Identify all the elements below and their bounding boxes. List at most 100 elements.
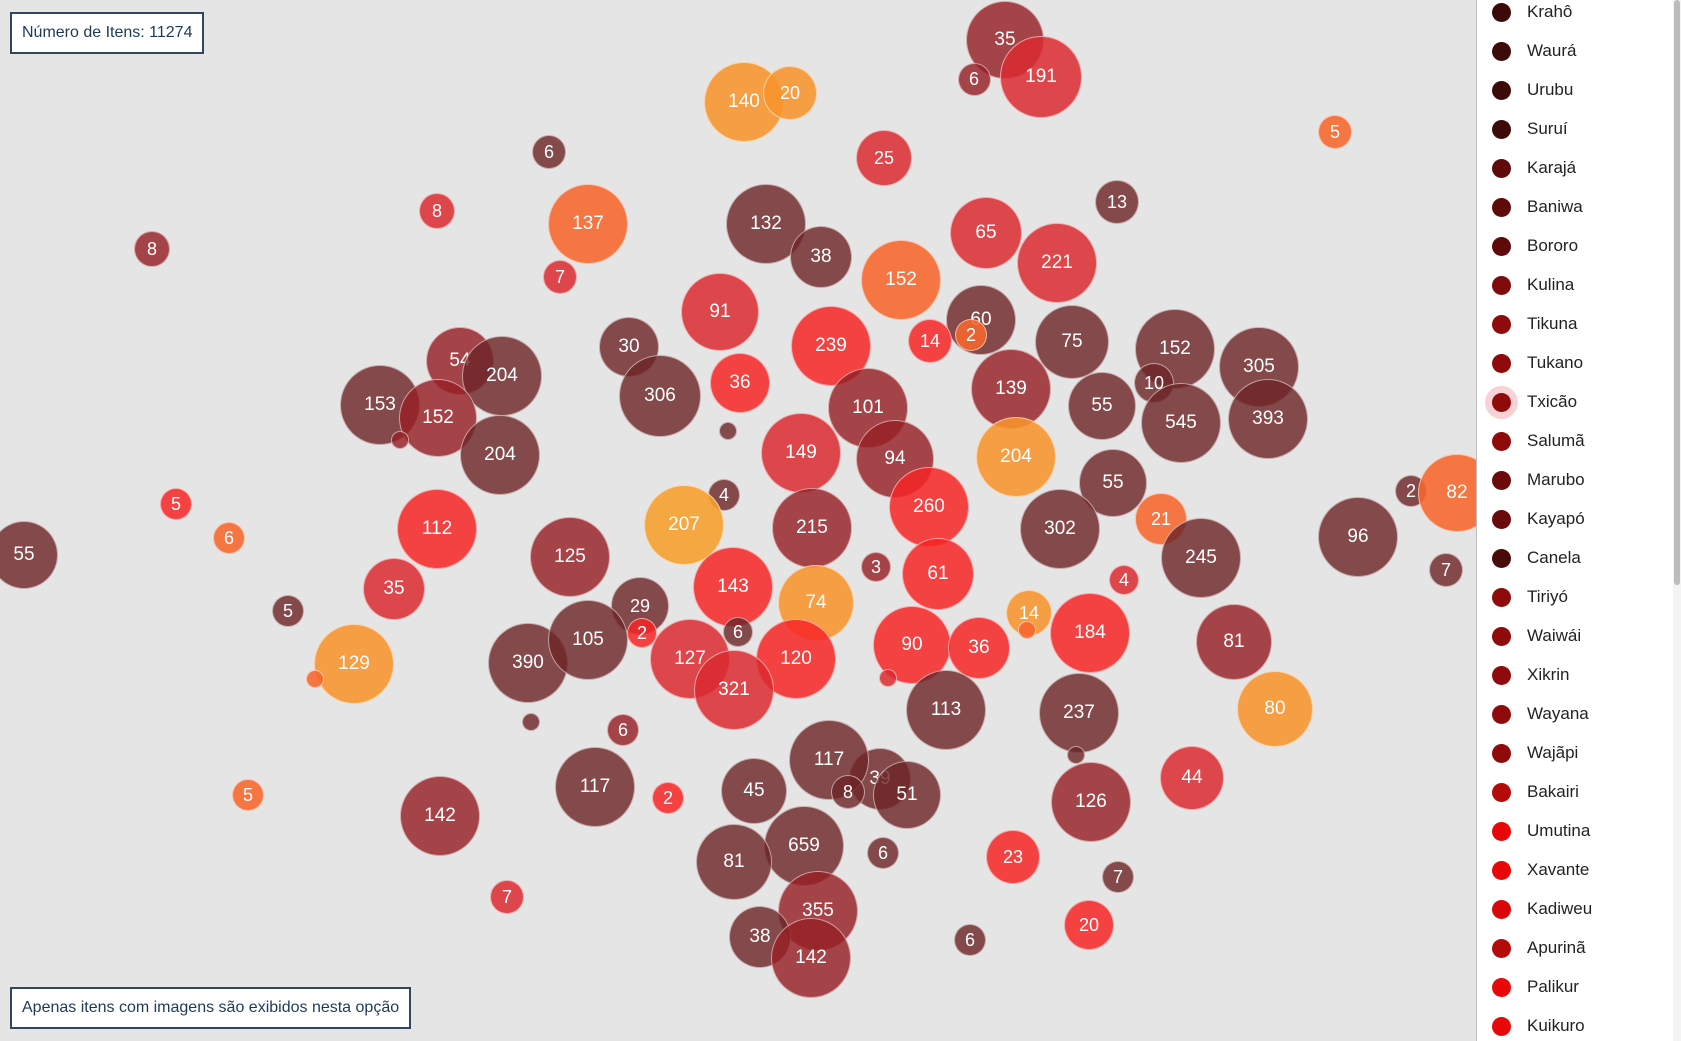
legend-item[interactable]: Wayana: [1477, 699, 1589, 729]
bubble-6[interactable]: 6: [532, 135, 566, 169]
bubble-13[interactable]: 13: [1095, 180, 1139, 224]
small-bubble[interactable]: [306, 670, 324, 688]
legend-item[interactable]: Waiwái: [1477, 621, 1581, 651]
bubble-204[interactable]: 204: [460, 415, 540, 495]
bubble-61[interactable]: 61: [902, 538, 974, 610]
bubble-14[interactable]: 14: [908, 319, 952, 363]
bubble-6[interactable]: 6: [213, 522, 245, 554]
bubble-207[interactable]: 207: [644, 485, 724, 565]
bubble-25[interactable]: 25: [856, 130, 912, 186]
bubble-120[interactable]: 120: [756, 619, 836, 699]
legend-item[interactable]: Xikrin: [1477, 660, 1570, 690]
bubble-245[interactable]: 245: [1161, 518, 1241, 598]
legend-scrollbar-thumb[interactable]: [1674, 0, 1680, 585]
small-bubble[interactable]: [1067, 746, 1085, 764]
bubble-204[interactable]: 204: [976, 417, 1056, 497]
bubble-321[interactable]: 321: [694, 650, 774, 730]
legend-item[interactable]: Wajãpi: [1477, 738, 1578, 768]
bubble-2[interactable]: 2: [652, 782, 684, 814]
bubble-117[interactable]: 117: [555, 747, 635, 827]
bubble-139[interactable]: 139: [971, 349, 1051, 429]
bubble-7[interactable]: 7: [543, 260, 577, 294]
bubble-75[interactable]: 75: [1035, 305, 1109, 379]
bubble-7[interactable]: 7: [1429, 553, 1463, 587]
bubble-306[interactable]: 306: [619, 355, 701, 437]
small-bubble[interactable]: [522, 713, 540, 731]
legend-item[interactable]: Urubu: [1477, 75, 1573, 105]
bubble-36[interactable]: 36: [948, 617, 1010, 679]
legend-item[interactable]: Umutina: [1477, 816, 1590, 846]
bubble-105[interactable]: 105: [548, 600, 628, 680]
bubble-125[interactable]: 125: [530, 517, 610, 597]
bubble-129[interactable]: 129: [314, 624, 394, 704]
bubble-191[interactable]: 191: [1000, 36, 1082, 118]
small-bubble[interactable]: [719, 422, 737, 440]
small-bubble[interactable]: [1018, 621, 1036, 639]
bubble-237[interactable]: 237: [1039, 673, 1119, 753]
bubble-8[interactable]: 8: [419, 193, 455, 229]
bubble-7[interactable]: 7: [1102, 861, 1134, 893]
bubble-142[interactable]: 142: [400, 776, 480, 856]
bubble-8[interactable]: 8: [134, 231, 170, 267]
bubble-6[interactable]: 6: [607, 714, 639, 746]
bubble-204[interactable]: 204: [462, 336, 542, 416]
legend-item[interactable]: Apurinã: [1477, 933, 1586, 963]
bubble-6[interactable]: 6: [723, 617, 753, 647]
bubble-6[interactable]: 6: [957, 62, 991, 96]
legend-item[interactable]: Baniwa: [1477, 192, 1583, 222]
legend-item[interactable]: Txicão: [1477, 387, 1577, 417]
bubble-23[interactable]: 23: [986, 830, 1040, 884]
bubble-5[interactable]: 5: [232, 779, 264, 811]
bubble-142[interactable]: 142: [771, 918, 851, 998]
legend-item[interactable]: Kayapó: [1477, 504, 1585, 534]
legend-item[interactable]: Karajá: [1477, 153, 1576, 183]
bubble-3[interactable]: 3: [861, 552, 891, 582]
bubble-36[interactable]: 36: [710, 353, 770, 413]
bubble-126[interactable]: 126: [1051, 762, 1131, 842]
bubble-80[interactable]: 80: [1237, 671, 1313, 747]
bubble-6[interactable]: 6: [867, 837, 899, 869]
small-bubble[interactable]: [391, 431, 409, 449]
bubble-38[interactable]: 38: [790, 226, 852, 288]
bubble-302[interactable]: 302: [1020, 489, 1100, 569]
bubble-5[interactable]: 5: [1318, 115, 1352, 149]
legend-item[interactable]: Bororo: [1477, 231, 1578, 261]
legend-item[interactable]: Kulina: [1477, 270, 1574, 300]
legend-item[interactable]: Canela: [1477, 543, 1581, 573]
legend-item[interactable]: Waurá: [1477, 36, 1576, 66]
bubble-8[interactable]: 8: [831, 775, 865, 809]
bubble-20[interactable]: 20: [1064, 900, 1114, 950]
legend-item[interactable]: Kuikuro: [1477, 1011, 1585, 1041]
legend-item[interactable]: Salumã: [1477, 426, 1585, 456]
legend-item[interactable]: Palikur: [1477, 972, 1579, 1002]
legend-item[interactable]: Tukano: [1477, 348, 1583, 378]
bubble-5[interactable]: 5: [160, 488, 192, 520]
legend-item[interactable]: Krahô: [1477, 0, 1572, 27]
bubble-143[interactable]: 143: [693, 547, 773, 627]
bubble-545[interactable]: 545: [1141, 383, 1221, 463]
bubble-7[interactable]: 7: [490, 880, 524, 914]
bubble-55[interactable]: 55: [1068, 372, 1136, 440]
bubble-65[interactable]: 65: [950, 197, 1022, 269]
bubble-149[interactable]: 149: [761, 413, 841, 493]
bubble-5[interactable]: 5: [272, 595, 304, 627]
bubble-51[interactable]: 51: [873, 761, 941, 829]
legend-item[interactable]: Suruí: [1477, 114, 1568, 144]
bubble-82[interactable]: 82: [1418, 454, 1476, 532]
bubble-112[interactable]: 112: [397, 489, 477, 569]
legend-scrollbar[interactable]: [1673, 0, 1681, 1041]
bubble-4[interactable]: 4: [1109, 565, 1139, 595]
bubble-152[interactable]: 152: [861, 240, 941, 320]
bubble-215[interactable]: 215: [772, 488, 852, 568]
bubble-81[interactable]: 81: [696, 824, 772, 900]
bubble-91[interactable]: 91: [681, 273, 759, 351]
legend-item[interactable]: Kadiweu: [1477, 894, 1592, 924]
legend-item[interactable]: Bakairi: [1477, 777, 1579, 807]
legend-item[interactable]: Tikuna: [1477, 309, 1577, 339]
bubble-74[interactable]: 74: [778, 565, 854, 641]
bubble-221[interactable]: 221: [1017, 223, 1097, 303]
bubble-137[interactable]: 137: [548, 184, 628, 264]
bubble-81[interactable]: 81: [1196, 604, 1272, 680]
bubble-35[interactable]: 35: [363, 558, 425, 620]
legend-item[interactable]: Xavante: [1477, 855, 1589, 885]
